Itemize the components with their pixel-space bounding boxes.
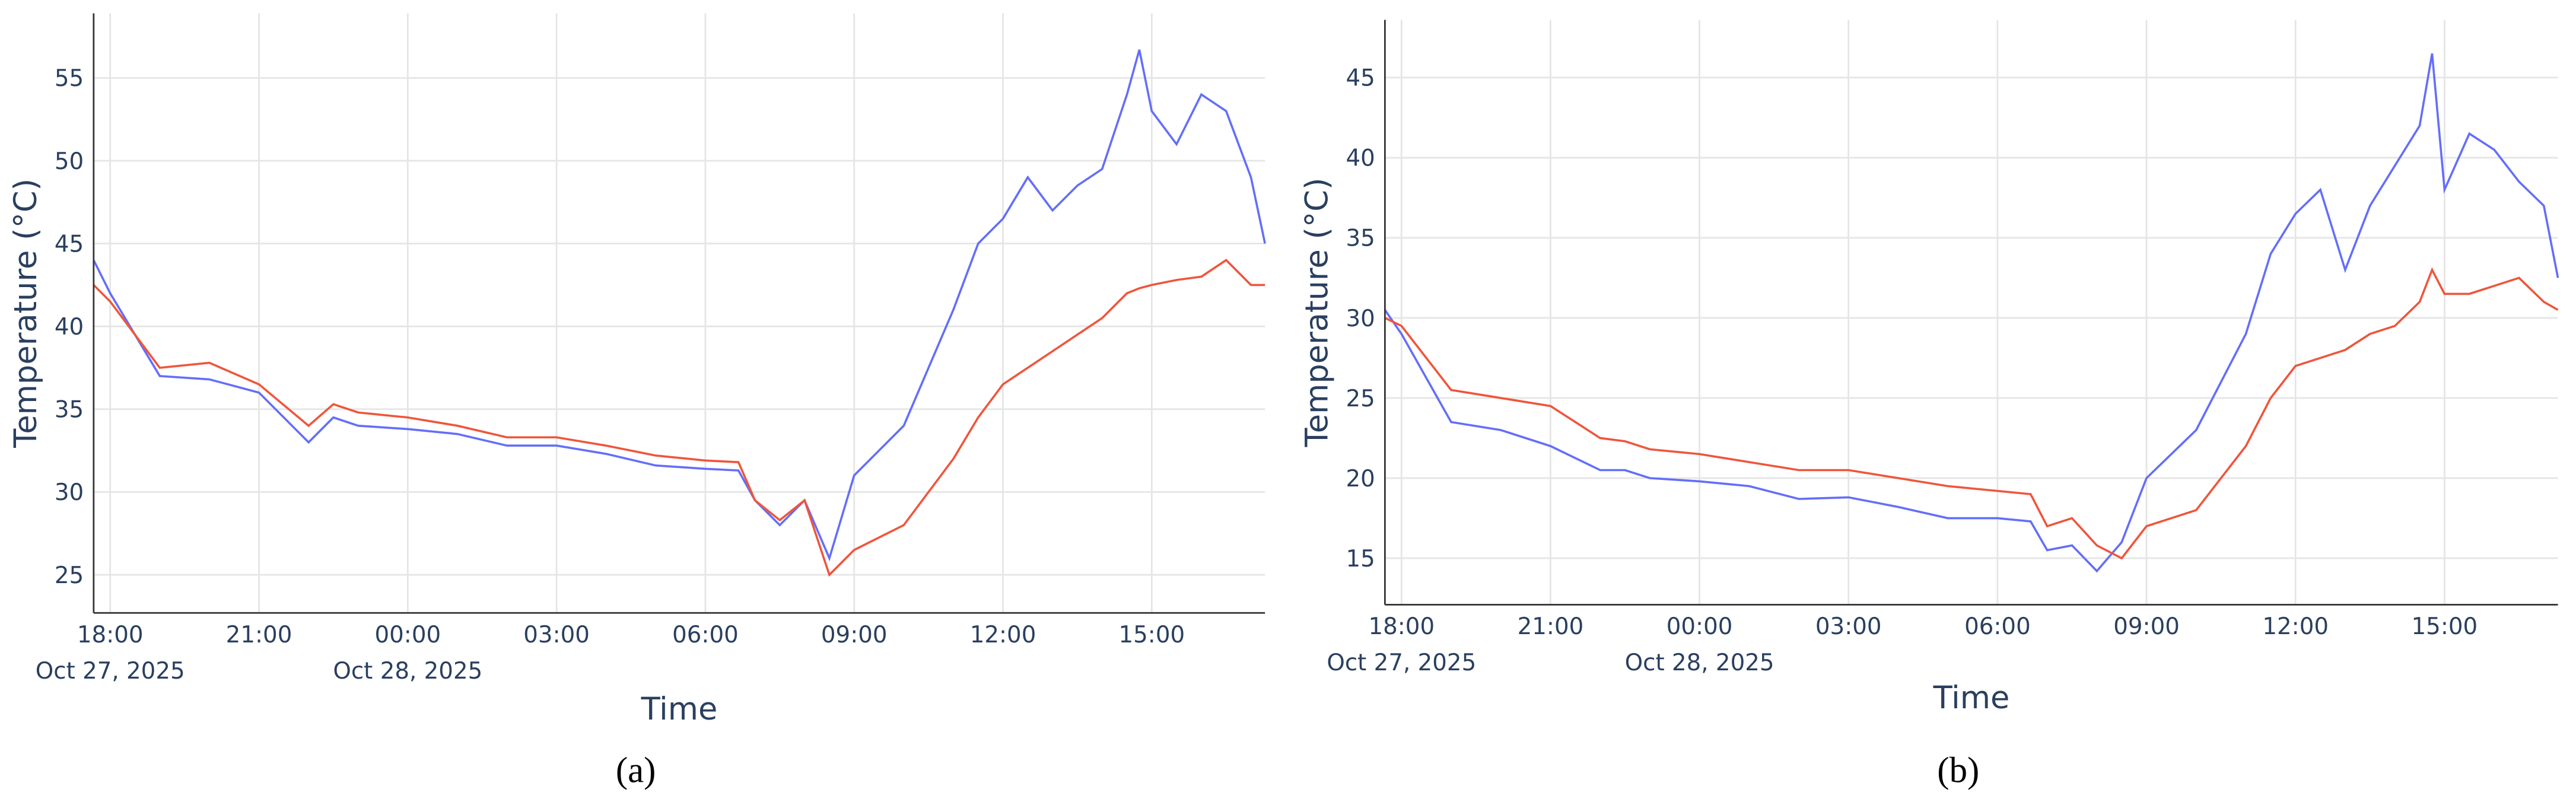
y-tick-label: 35 [55,397,84,424]
x-tick-date-label: Oct 28, 2025 [333,658,482,685]
y-tick-label: 30 [55,479,84,506]
x-tick-date-label: Oct 28, 2025 [1625,650,1774,676]
x-tick-label: 09:00 [2113,613,2180,640]
y-axis-label: Temperature (°C) [1299,177,1335,447]
x-tick-label: 06:00 [1964,613,2031,640]
x-tick-date-label: Oct 27, 2025 [1327,650,1476,676]
y-tick-label: 20 [1346,466,1375,492]
y-tick-label: 40 [1346,145,1375,172]
x-tick-label: 18:00 [77,622,144,648]
data-line [93,49,1266,562]
y-tick-label: 15 [1346,546,1375,572]
y-tick-label: 55 [55,65,84,92]
caption: (a) [616,750,656,790]
y-tick-label: 45 [1346,65,1375,92]
data-line [93,259,1265,577]
y-tick-label: 25 [55,562,84,589]
x-tick-label: 00:00 [1667,613,1733,640]
y-axis-label: Temperature (°C) [8,179,44,448]
y-tick-label: 50 [55,148,84,175]
y-tick-label: 30 [1346,305,1375,332]
x-tick-label: 15:00 [2412,613,2478,640]
x-tick-label: 03:00 [523,622,590,648]
data-line [1384,53,2559,573]
x-tick-label: 18:00 [1368,613,1435,640]
x-axis-label: Time [1933,680,2010,716]
x-tick-label: 03:00 [1815,613,1882,640]
y-tick-label: 40 [55,314,84,340]
x-axis-label: Time [641,691,718,727]
y-tick-label: 45 [55,231,84,257]
x-tick-label: 06:00 [672,622,739,648]
x-tick-date-label: Oct 27, 2025 [36,658,185,685]
x-tick-label: 21:00 [226,622,292,648]
data-line [1384,267,2559,560]
x-tick-label: 09:00 [821,622,888,648]
x-tick-label: 15:00 [1119,622,1185,648]
y-tick-label: 25 [1346,386,1375,412]
y-tick-label: 35 [1346,225,1375,252]
x-tick-label: 21:00 [1518,613,1584,640]
x-tick-label: 12:00 [2262,613,2329,640]
caption: (b) [1937,750,1979,790]
x-tick-label: 00:00 [374,622,441,648]
x-tick-label: 12:00 [970,622,1036,648]
